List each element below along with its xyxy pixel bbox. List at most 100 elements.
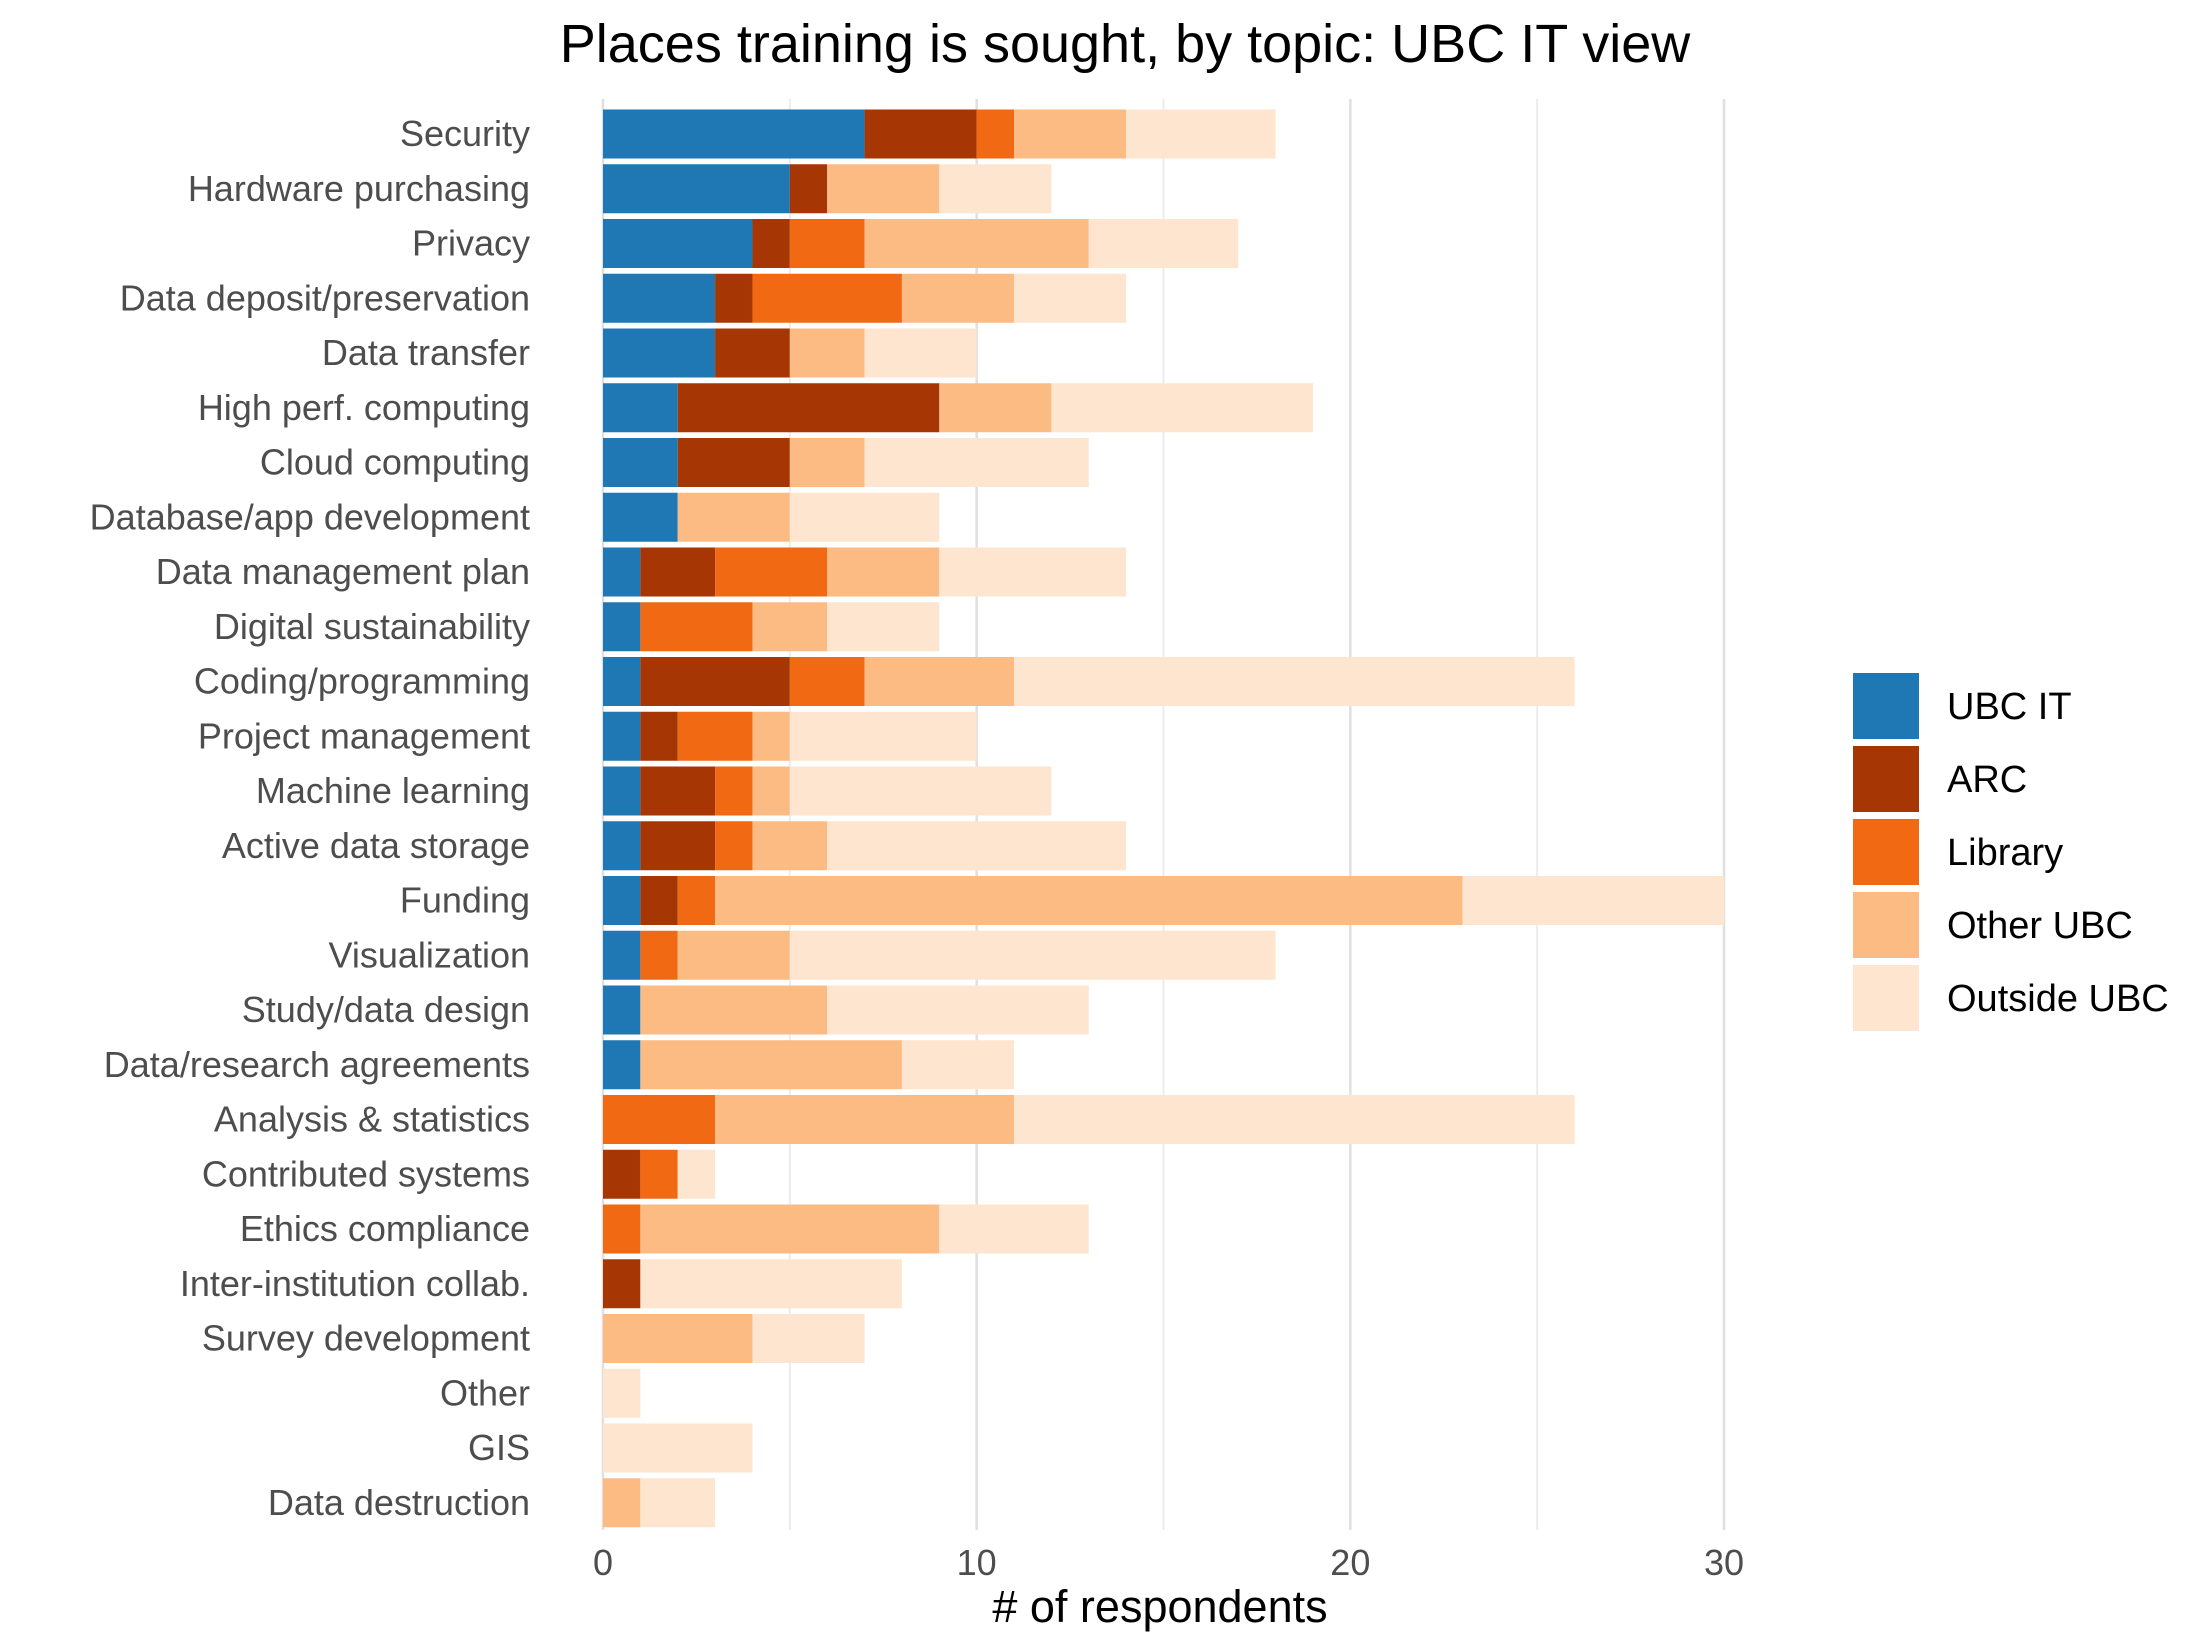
y-tick-label: Visualization bbox=[329, 934, 530, 975]
bar-segment bbox=[1014, 273, 1127, 323]
bar-segment bbox=[789, 328, 865, 378]
y-tick-label: Contributed systems bbox=[202, 1153, 530, 1194]
legend-key bbox=[1853, 673, 1919, 739]
bar-segment bbox=[715, 821, 753, 871]
bar-segment bbox=[640, 657, 790, 706]
bar-segment bbox=[677, 876, 716, 925]
bar-segment bbox=[603, 1259, 641, 1309]
x-tick-label: 0 bbox=[593, 1542, 613, 1583]
bar-segment bbox=[827, 821, 1127, 871]
bar-segment bbox=[603, 492, 678, 542]
y-tick-label: Survey development bbox=[202, 1318, 530, 1359]
bar-segment bbox=[603, 328, 716, 378]
bar-segment bbox=[901, 273, 1015, 323]
bar-segment bbox=[1126, 109, 1276, 159]
bar-segment bbox=[603, 109, 865, 159]
bar-segment bbox=[640, 766, 716, 816]
bar-segment bbox=[827, 602, 940, 652]
y-tick-label: Cloud computing bbox=[260, 442, 530, 483]
bar-segment bbox=[603, 1368, 641, 1418]
bar-segment bbox=[752, 821, 828, 871]
bar-segment bbox=[1014, 1095, 1575, 1144]
y-tick-label: Coding/programming bbox=[194, 661, 530, 702]
bar-segment bbox=[789, 438, 865, 487]
legend-label: Outside UBC bbox=[1947, 978, 2169, 1020]
bar-segment bbox=[789, 219, 865, 268]
bar-segment bbox=[640, 711, 678, 761]
bar-segment bbox=[864, 438, 1089, 487]
bar-segment bbox=[789, 930, 1276, 980]
y-tick-label: Machine learning bbox=[256, 770, 530, 811]
bar-segment bbox=[677, 1149, 716, 1199]
bar-segment bbox=[640, 985, 828, 1035]
bar-segment bbox=[640, 547, 716, 597]
bar-segment bbox=[677, 383, 940, 433]
y-tick-label: Project management bbox=[198, 715, 530, 756]
bar-segment bbox=[864, 219, 1089, 268]
bar-segment bbox=[603, 985, 641, 1035]
bar-segment bbox=[603, 1204, 641, 1254]
y-tick-label: Ethics compliance bbox=[240, 1208, 530, 1249]
y-tick-label: Privacy bbox=[412, 223, 530, 264]
legend-key bbox=[1853, 746, 1919, 812]
legend-label: UBC IT bbox=[1947, 686, 2072, 728]
bar-segment bbox=[715, 328, 790, 378]
legend-label: Library bbox=[1947, 832, 2063, 874]
bar-segment bbox=[789, 657, 865, 706]
bar-segment bbox=[901, 1040, 1015, 1090]
bar-segment bbox=[603, 657, 641, 706]
bar-segment bbox=[603, 438, 678, 487]
bar-segment bbox=[715, 273, 753, 323]
x-tick-label: 20 bbox=[1330, 1542, 1370, 1583]
bar-segment bbox=[603, 219, 753, 268]
bar-segment bbox=[976, 109, 1015, 159]
bars bbox=[603, 109, 1724, 1528]
legend-label: ARC bbox=[1947, 759, 2027, 801]
bar-segment bbox=[752, 1314, 865, 1363]
y-tick-label: Data/research agreements bbox=[104, 1044, 530, 1085]
bar-segment bbox=[752, 711, 790, 761]
bar-segment bbox=[603, 1040, 641, 1090]
bar-segment bbox=[1088, 219, 1239, 268]
bar-segment bbox=[789, 492, 940, 542]
bar-segment bbox=[603, 1478, 641, 1528]
bar-segment bbox=[939, 383, 1052, 433]
y-axis-tick-labels: Security Hardware purchasing Privacy Data d… bbox=[90, 113, 530, 1523]
bar-segment bbox=[603, 383, 678, 433]
bar-segment bbox=[715, 766, 753, 816]
x-axis-title: # of respondents bbox=[992, 1581, 1327, 1632]
bar-segment bbox=[1014, 109, 1127, 159]
bar-segment bbox=[603, 1095, 716, 1144]
bar-segment bbox=[640, 821, 716, 871]
legend-key bbox=[1853, 892, 1919, 958]
y-tick-label: Funding bbox=[400, 880, 530, 921]
bar-segment bbox=[939, 164, 1052, 214]
legend: UBC IT ARC Library Other UBC Outside UBC bbox=[1853, 673, 2169, 1031]
y-tick-label: Analysis & statistics bbox=[214, 1099, 530, 1140]
bar-segment bbox=[640, 876, 678, 925]
bar-segment bbox=[603, 711, 641, 761]
chart-title: Places training is sought, by topic: UBC… bbox=[560, 14, 1691, 74]
y-tick-label: Study/data design bbox=[242, 989, 530, 1030]
bar-segment bbox=[752, 219, 790, 268]
y-tick-label: Inter-institution collab. bbox=[180, 1263, 530, 1304]
bar-segment bbox=[677, 492, 790, 542]
bar-segment bbox=[677, 930, 790, 980]
y-tick-label: Active data storage bbox=[222, 825, 530, 866]
bar-segment bbox=[603, 766, 641, 816]
bar-segment bbox=[603, 547, 641, 597]
bar-segment bbox=[715, 1095, 1015, 1144]
legend-key bbox=[1853, 819, 1919, 885]
legend-key bbox=[1853, 965, 1919, 1031]
x-axis-tick-labels: 0 10 20 30 bbox=[593, 1542, 1744, 1583]
bar-segment bbox=[827, 164, 940, 214]
y-tick-label: Digital sustainability bbox=[214, 606, 530, 647]
y-tick-label: Data management plan bbox=[156, 551, 530, 592]
y-tick-label: Other bbox=[440, 1372, 530, 1413]
bar-segment bbox=[603, 1314, 753, 1363]
bar-segment bbox=[789, 766, 1052, 816]
y-tick-label: Security bbox=[400, 113, 530, 154]
bar-segment bbox=[827, 985, 1089, 1035]
